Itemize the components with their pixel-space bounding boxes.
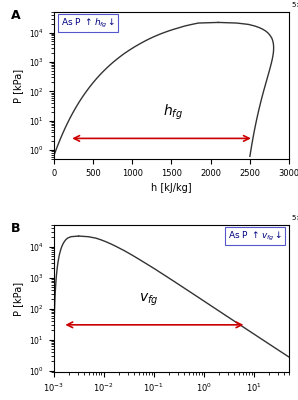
Y-axis label: P [kPa]: P [kPa]	[13, 68, 24, 102]
Text: $h_{fg}$: $h_{fg}$	[163, 103, 183, 122]
Text: $5{\times}10^4$: $5{\times}10^4$	[291, 0, 298, 10]
Text: As P $\uparrow$$h_{fg}$$\downarrow$: As P $\uparrow$$h_{fg}$$\downarrow$	[61, 16, 115, 30]
Text: $5{\times}10^4$: $5{\times}10^4$	[291, 212, 298, 224]
Y-axis label: P [kPa]: P [kPa]	[13, 282, 24, 316]
X-axis label: h [kJ/kg]: h [kJ/kg]	[151, 183, 192, 193]
Text: As P $\uparrow$$v_{fg}$$\downarrow$: As P $\uparrow$$v_{fg}$$\downarrow$	[228, 230, 282, 242]
Text: $v_{fg}$: $v_{fg}$	[139, 292, 159, 308]
Text: A: A	[11, 9, 21, 22]
Text: B: B	[11, 222, 21, 235]
